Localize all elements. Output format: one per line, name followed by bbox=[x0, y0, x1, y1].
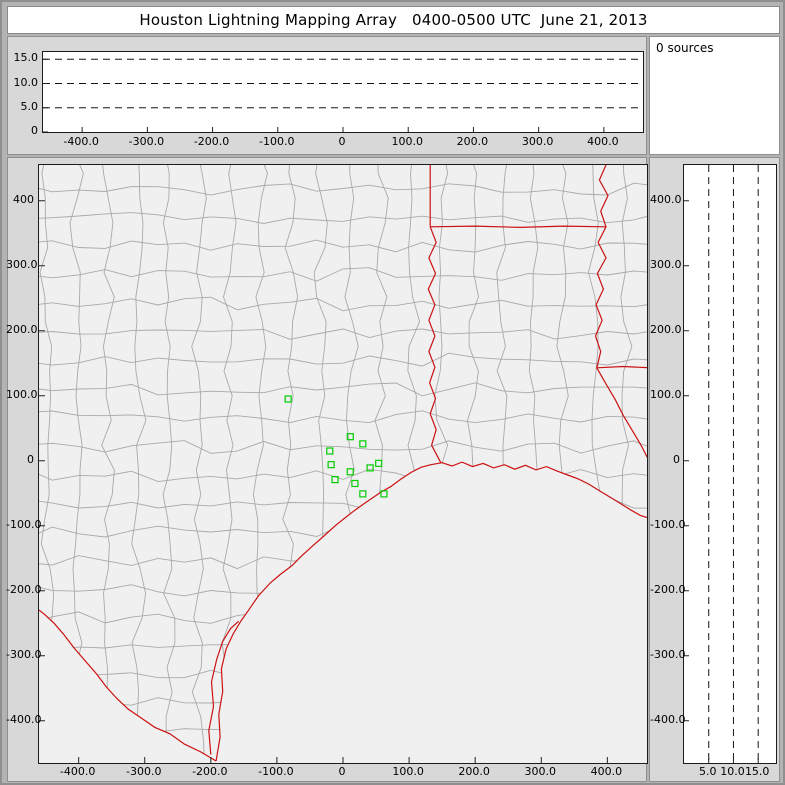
tick-label-altitude: 0 bbox=[31, 124, 38, 137]
state-border bbox=[596, 365, 647, 369]
lma-station-marker bbox=[327, 461, 335, 469]
tick-label-ew: -100.0 bbox=[258, 765, 294, 778]
tick-label-ew: 0 bbox=[338, 765, 346, 778]
lma-station-marker bbox=[351, 479, 359, 488]
tick-label-ew: 400.0 bbox=[590, 765, 623, 778]
tick-label-ew: 100.0 bbox=[391, 135, 423, 148]
tick-label-ns: 400 bbox=[13, 192, 34, 206]
tick-label-ns: -100.0 bbox=[650, 517, 686, 531]
altitude-ew-canvas bbox=[43, 58, 643, 132]
tick-label-ns: -200.0 bbox=[6, 582, 42, 596]
source-count-label: 0 sources bbox=[656, 41, 714, 55]
tick-label-ns: 100.0 bbox=[6, 387, 38, 401]
tick-label-ns: 400.0 bbox=[650, 192, 682, 206]
tick-label-ew: 200.0 bbox=[458, 765, 490, 778]
lma-station-marker bbox=[346, 468, 354, 476]
tick-label-ns: -300.0 bbox=[6, 647, 42, 661]
panel-altitude-ew: 15.0 10.0 5.0 0 -400.0 -300.0 -200.0 -100.0 0 100… bbox=[7, 36, 647, 155]
plot-area-altitude-ew[interactable] bbox=[42, 51, 644, 133]
tick-label-ns: -300.0 bbox=[650, 647, 686, 661]
tick-label-ns: 300.0 bbox=[6, 257, 38, 271]
lma-stations bbox=[284, 395, 388, 498]
tick-label-ns: 300.0 bbox=[650, 257, 682, 271]
title-bar: Houston Lightning Mapping Array 0400-050… bbox=[7, 6, 780, 34]
tick-label-ns: -400.0 bbox=[6, 712, 42, 726]
tick-label-ns: -200.0 bbox=[650, 582, 686, 596]
lma-station-marker bbox=[359, 490, 367, 498]
tick-label-ew: -300.0 bbox=[128, 135, 165, 148]
tick-label-ew: -400.0 bbox=[59, 765, 96, 778]
tick-label-ew: 200.0 bbox=[456, 135, 489, 148]
tick-label-ns: 200.0 bbox=[650, 322, 682, 336]
tick-label-altitude: 5.0 bbox=[698, 765, 717, 778]
tick-label-ew: 400.0 bbox=[587, 135, 619, 148]
tick-label-altitude: 10.0 bbox=[13, 75, 39, 89]
tick-label-ew: -200.0 bbox=[193, 135, 230, 148]
tick-label-ew: -100.0 bbox=[259, 135, 295, 148]
tick-label-ew: -400.0 bbox=[63, 135, 99, 148]
laguna-madre-shore bbox=[208, 620, 240, 755]
lma-station-marker bbox=[331, 476, 339, 484]
lma-station-marker bbox=[380, 490, 388, 498]
page-title: Houston Lightning Mapping Array 0400-050… bbox=[139, 11, 648, 29]
lma-station-marker bbox=[346, 433, 354, 441]
tick-label-ew: 100.0 bbox=[392, 765, 424, 778]
panel-altitude-ns: 400.0 300.0 200.0 100.0 0 -100.0 -200.0 -300.0 -… bbox=[649, 157, 780, 782]
tick-label-altitude: 15.0 bbox=[744, 765, 770, 778]
tick-label-altitude: 5.0 bbox=[20, 99, 39, 113]
tick-label-ew: -200.0 bbox=[192, 765, 228, 778]
tick-label-ns: -400.0 bbox=[650, 712, 686, 726]
county-boundaries bbox=[39, 165, 647, 761]
lma-station-marker bbox=[284, 395, 292, 403]
state-border bbox=[427, 226, 442, 463]
tick-label-altitude: 10.0 bbox=[720, 765, 745, 778]
lma-station-marker bbox=[375, 459, 383, 467]
tick-label-ns: 100.0 bbox=[650, 387, 682, 401]
tick-label-ns: 200.0 bbox=[6, 322, 38, 336]
panel-source-count: 0 sources bbox=[649, 36, 780, 155]
state-and-coast-borders bbox=[39, 165, 647, 762]
state-border bbox=[596, 367, 647, 459]
map-canvas bbox=[39, 165, 647, 763]
tick-label-ew: 300.0 bbox=[524, 765, 557, 778]
tick-label-ew: 300.0 bbox=[521, 135, 554, 148]
plot-area-map[interactable] bbox=[38, 164, 648, 764]
rio-grande-border bbox=[39, 609, 217, 762]
tick-label-ew: 0 bbox=[338, 135, 346, 148]
lma-station-marker bbox=[366, 464, 374, 472]
state-border bbox=[594, 165, 609, 368]
coastline bbox=[215, 461, 647, 762]
lma-station-marker bbox=[326, 447, 334, 455]
tick-label-altitude: 15.0 bbox=[13, 51, 39, 65]
tick-label-ns: -100.0 bbox=[6, 517, 42, 531]
lma-station-marker bbox=[359, 440, 367, 448]
state-border bbox=[430, 225, 607, 229]
plot-area-altitude-ns[interactable] bbox=[683, 164, 777, 764]
panel-map: 400 300.0 200.0 100.0 0 -100.0 -200.0 -300.0 -40… bbox=[6, 157, 648, 782]
tick-label-ns: 0 bbox=[673, 452, 680, 466]
altitude-ns-canvas bbox=[684, 165, 759, 763]
tick-label-ew: -300.0 bbox=[126, 765, 162, 778]
tick-label-ns: 0 bbox=[27, 452, 34, 466]
